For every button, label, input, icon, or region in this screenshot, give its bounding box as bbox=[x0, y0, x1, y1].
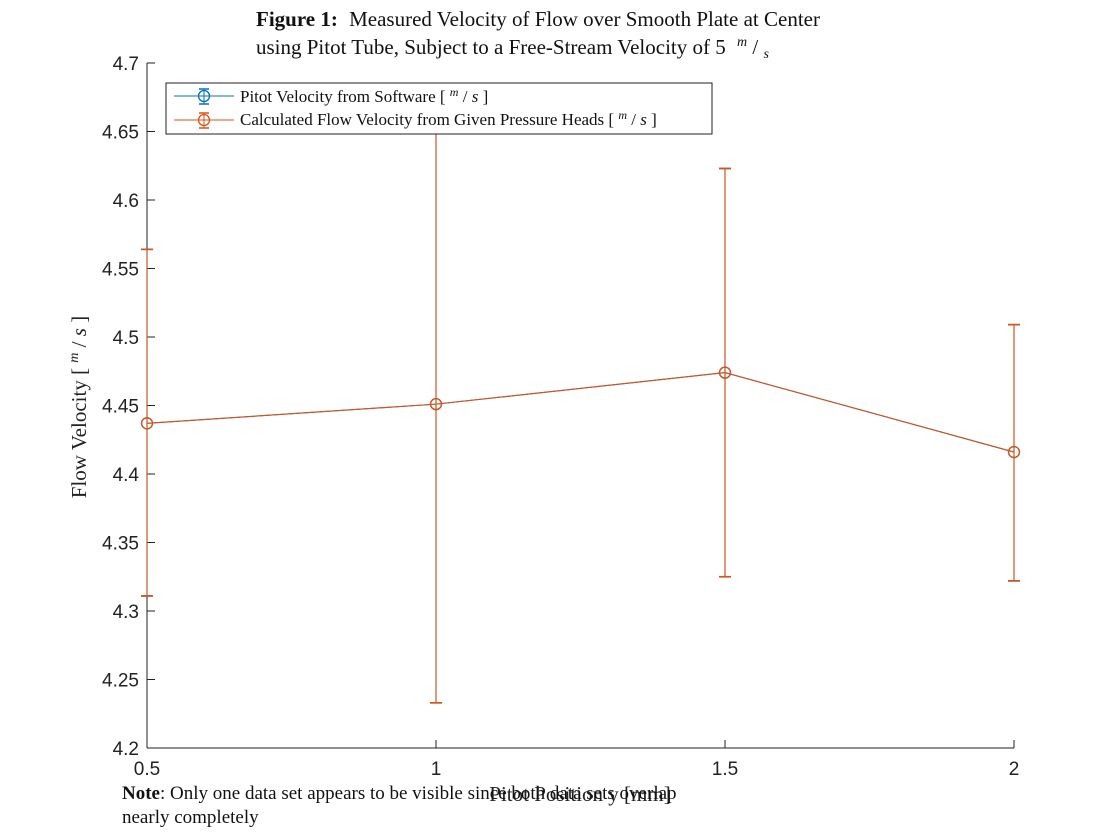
data-point bbox=[140, 417, 154, 430]
series-2 bbox=[140, 104, 1021, 704]
title-unit-den: s bbox=[763, 47, 769, 62]
y-tick-label: 4.65 bbox=[102, 123, 139, 144]
title-line-1: Measured Velocity of Flow over Smooth Pl… bbox=[349, 7, 820, 31]
y-axis-label: Flow Velocity [ m / s ] bbox=[59, 316, 91, 498]
data-point bbox=[1007, 445, 1021, 459]
svg-text:Flow Velocity [ m: Flow Velocity [ m / s ] bbox=[59, 316, 91, 498]
title-figure-label: Figure 1: bbox=[256, 7, 338, 31]
legend-entry-software: Pitot Velocity from Software [ m / s ] bbox=[174, 81, 488, 106]
series-line bbox=[146, 372, 1015, 453]
legend-marker-calculated bbox=[197, 113, 211, 127]
legend-marker-software bbox=[197, 89, 211, 103]
y-tick-label: 4.55 bbox=[102, 260, 139, 281]
title-unit-num: m bbox=[737, 35, 747, 50]
svg-text:Figure 1: Measured Veloc: Figure 1: Measured Velocity of Flow over… bbox=[256, 7, 820, 31]
y-axis-unit-num: m bbox=[67, 353, 82, 363]
y-tick-label: 4.35 bbox=[102, 534, 139, 555]
svg-text:Pitot Velocity from Software [: Pitot Velocity from Software [ m / s ] bbox=[240, 81, 488, 106]
x-tick-label: 2 bbox=[1009, 759, 1020, 780]
data-point bbox=[718, 366, 732, 379]
legend-label-software: Pitot Velocity from Software [ bbox=[240, 87, 446, 106]
svg-text:using Pitot Tube, Subject to a: using Pitot Tube, Subject to a Free-Stre… bbox=[256, 27, 769, 62]
chart-title: Figure 1: Measured Velocity of Flow over… bbox=[256, 7, 820, 62]
legend-label-calculated: Calculated Flow Velocity from Given Pres… bbox=[240, 110, 614, 129]
y-axis-label-close: ] bbox=[67, 316, 91, 323]
series-1 bbox=[140, 104, 1021, 704]
x-axis-label: Pitot Position y [mm] bbox=[489, 782, 670, 806]
y-tick-label: 4.25 bbox=[102, 671, 139, 692]
x-tick-label: 0.5 bbox=[134, 759, 160, 780]
y-tick-label: 4.7 bbox=[113, 54, 139, 75]
series-layer bbox=[140, 104, 1021, 704]
legend-entry-calculated: Calculated Flow Velocity from Given Pres… bbox=[174, 104, 657, 129]
svg-text:Calculated Flow Velocity from: Calculated Flow Velocity from Given Pres… bbox=[240, 104, 657, 129]
y-tick-label: 4.6 bbox=[113, 191, 139, 212]
y-ticks: 4.2 4.25 4.3 4.35 4.4 4.45 4.5 4.55 4.6 4.65 4.7 bbox=[102, 54, 155, 760]
y-tick-label: 4.2 bbox=[113, 739, 139, 760]
title-line-2: using Pitot Tube, Subject to a Free-Stre… bbox=[256, 35, 726, 59]
legend: Pitot Velocity from Software [ m / s ] C… bbox=[165, 81, 713, 135]
y-axis-unit-den: s bbox=[67, 328, 91, 336]
series-line bbox=[146, 372, 1015, 453]
y-tick-label: 4.3 bbox=[113, 602, 139, 623]
note: Note: Only one data set appears to be vi… bbox=[122, 782, 682, 830]
data-point bbox=[429, 397, 443, 411]
note-label: Note bbox=[122, 783, 160, 804]
y-tick-label: 4.45 bbox=[102, 397, 139, 418]
x-ticks: 0.5 1 1.5 2 bbox=[134, 740, 1020, 780]
y-tick-label: 4.4 bbox=[113, 465, 140, 486]
axes bbox=[146, 63, 1014, 749]
note-text: : Only one data set appears to be visibl… bbox=[122, 783, 677, 828]
y-tick-label: 4.5 bbox=[113, 328, 139, 349]
legend-box bbox=[165, 82, 713, 135]
y-axis-label-text: Flow Velocity [ bbox=[67, 368, 91, 498]
x-tick-label: 1 bbox=[431, 759, 442, 780]
x-tick-label: 1.5 bbox=[712, 759, 738, 780]
